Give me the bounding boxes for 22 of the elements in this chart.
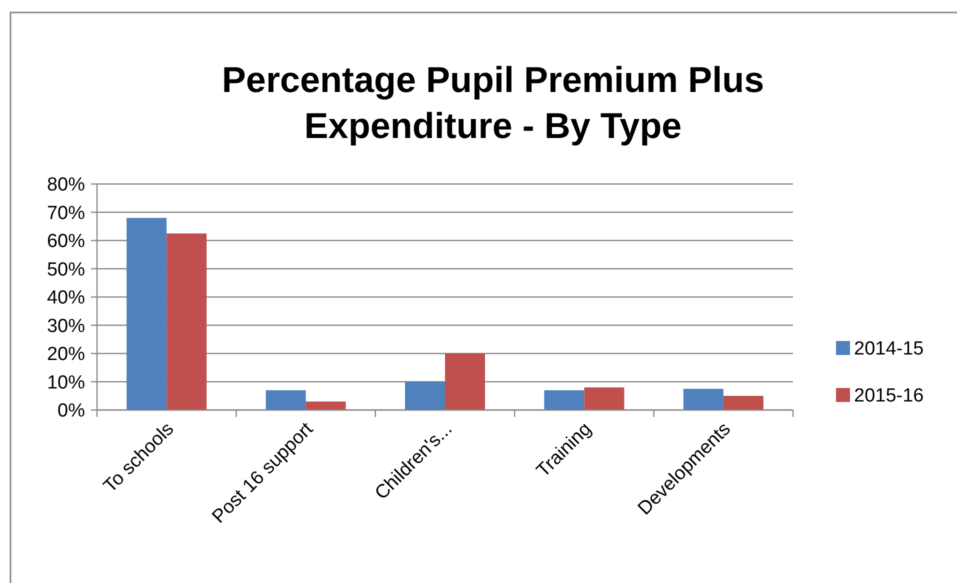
bar [544,390,584,410]
y-tick-label: 50% [46,259,86,280]
y-tick-label: 30% [46,316,86,337]
legend-label: 2015-16 [854,386,924,407]
y-tick-label: 20% [46,344,86,366]
y-tick-label: 60% [46,231,86,252]
bar [445,354,485,410]
bar [126,218,167,410]
bar [166,233,207,410]
y-tick-label: 10% [46,372,86,394]
y-tick-label: 40% [46,288,86,309]
bar [683,388,724,410]
chart-title: Percentage Pupil Premium Plus Expenditure - By Type [222,59,764,146]
y-tick-label: 80% [46,174,86,196]
bar [306,402,346,410]
y-tick-label: 0% [58,400,86,422]
bar [584,387,624,410]
legend-label: 2014-15 [854,338,924,360]
y-tick-label: 70% [46,202,86,224]
bar [266,390,306,410]
bar [405,382,445,410]
bar [723,396,764,410]
